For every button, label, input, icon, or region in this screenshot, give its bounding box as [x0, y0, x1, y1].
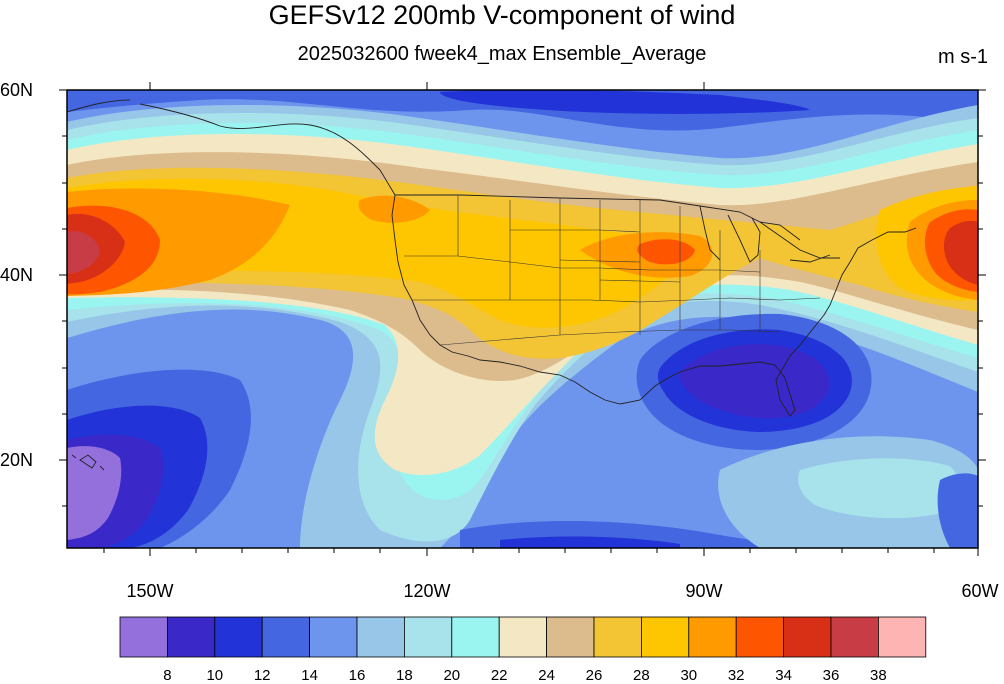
colorbar-label: 10: [206, 667, 224, 684]
colorbar-swatch: [593, 616, 642, 658]
colorbar-swatch: [735, 616, 785, 658]
colorbar-label: 12: [253, 667, 271, 684]
colorbar-label: 24: [538, 667, 555, 684]
colorbar-label: 14: [301, 667, 318, 684]
field-34-central: [637, 239, 695, 265]
colorbar-swatch: [546, 616, 595, 658]
map-frame: [66, 89, 979, 549]
colorbar-label: 18: [396, 667, 413, 684]
colorbar-swatch: [830, 616, 879, 658]
field-38-west: [67, 231, 100, 274]
lon-label-120w: 120W: [403, 581, 451, 601]
colorbar-label: 36: [822, 667, 840, 684]
colorbar-swatch: [403, 616, 453, 658]
colorbar-swatch: [356, 616, 405, 658]
field-20-se: [798, 458, 960, 519]
colorbar-swatch: [498, 616, 548, 658]
colorbar-swatch: [166, 616, 216, 658]
colorbar-swatch: [783, 616, 832, 658]
field-north-dark: [440, 90, 810, 114]
map-ticks: [59, 82, 986, 556]
coastlines: [67, 99, 917, 471]
colorbar-swatch: [214, 616, 263, 658]
map-subtitle: 2025032600 fweek4_max Ensemble_Average: [297, 43, 707, 65]
lat-label-40n: 40N: [0, 265, 34, 285]
colorbar-label: 16: [348, 667, 366, 684]
colorbar-label: 20: [443, 667, 461, 684]
colorbar-label: 26: [585, 667, 603, 684]
lat-label-60n: 60N: [0, 80, 34, 100]
colorbar-label: 30: [680, 667, 698, 684]
colorbar: [119, 616, 927, 658]
colorbar-label: 28: [633, 667, 650, 684]
colorbar-swatch: [119, 616, 168, 658]
lon-label-60w: 60W: [961, 581, 999, 601]
colorbar-swatch: [641, 616, 690, 658]
colorbar-swatch: [261, 616, 311, 658]
colorbar-label: 22: [490, 667, 508, 684]
field-8-pac: [67, 446, 122, 540]
colorbar-swatch: [451, 616, 500, 658]
colorbar-swatch: [878, 616, 927, 658]
units-label: m s-1: [938, 46, 988, 68]
colorbar-label: 34: [775, 667, 792, 684]
colorbar-label: 38: [870, 667, 887, 684]
colorbar-swatch: [688, 616, 737, 658]
lon-label-150w: 150W: [126, 581, 174, 601]
lat-label-20n: 20N: [0, 450, 34, 470]
field-12-south: [500, 536, 680, 548]
wind-field: [67, 90, 978, 548]
colorbar-label: 8: [163, 667, 172, 684]
map-title: GEFSv12 200mb V-component of wind: [268, 0, 736, 30]
state-borders: [404, 195, 821, 346]
lon-label-90w: 90W: [685, 581, 723, 601]
field-36-east: [943, 220, 978, 285]
field-32-pnw: [358, 195, 430, 223]
colorbar-swatch: [309, 616, 358, 658]
field-14-se: [937, 473, 978, 548]
colorbar-label: 32: [727, 667, 745, 684]
